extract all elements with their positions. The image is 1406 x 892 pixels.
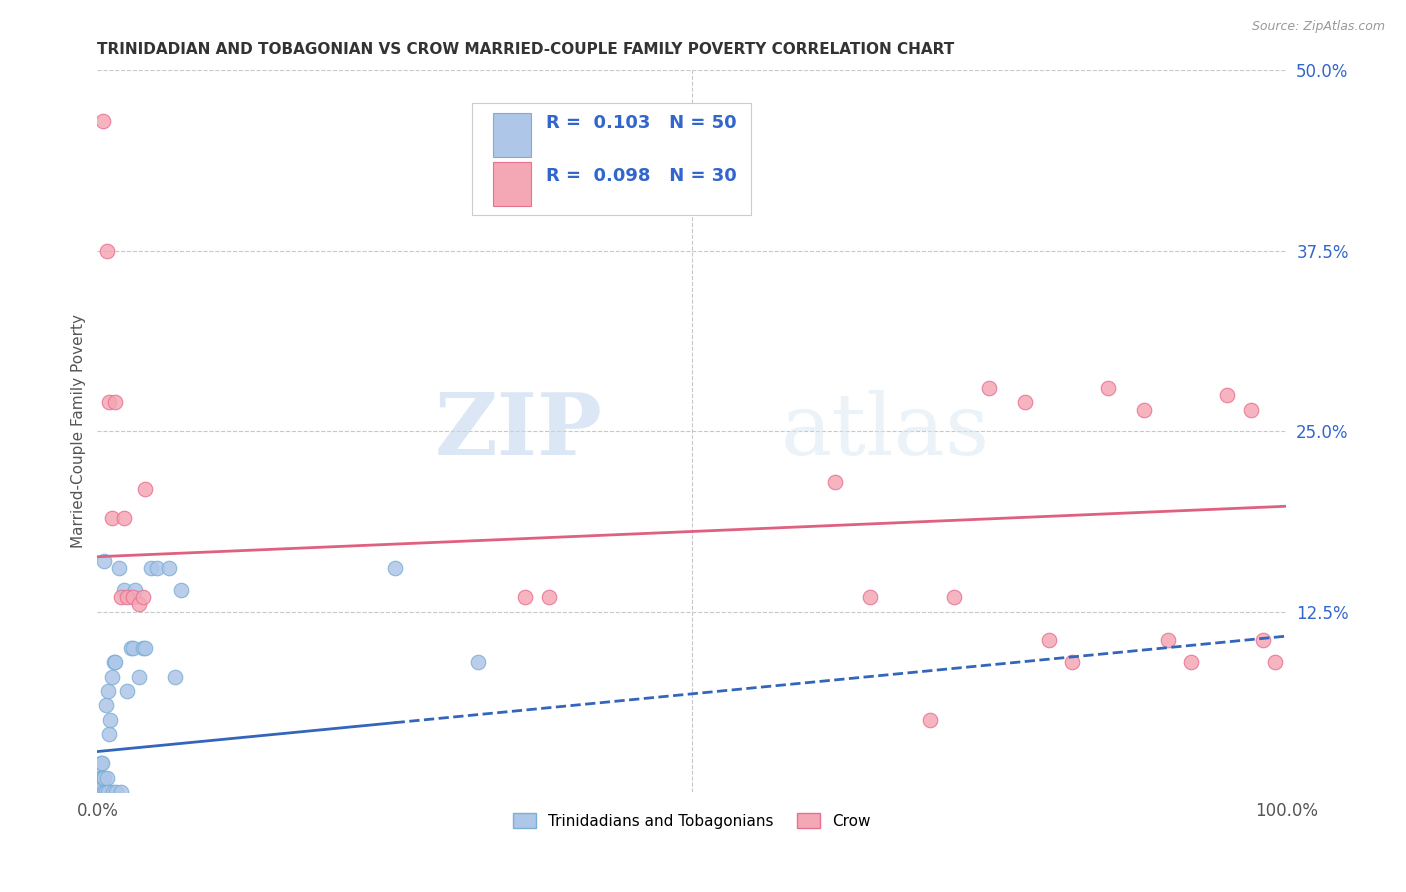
Point (1014, 395, 1036, 409)
Text: ZIP: ZIP (434, 389, 603, 473)
Point (467, 655, 489, 669)
Point (87, 771, 110, 785)
Point (124, 582, 146, 597)
Point (131, 590, 153, 604)
Point (87, 785, 110, 799)
Point (134, 640, 156, 655)
Point (91, 756, 114, 770)
Point (122, 590, 145, 604)
Point (105, 785, 128, 799)
Point (103, 655, 125, 669)
Point (115, 684, 138, 698)
Point (1251, 633, 1274, 648)
Point (100, 713, 122, 727)
Point (1264, 655, 1286, 669)
Point (87, 785, 110, 799)
Point (89, 785, 111, 799)
Point (91, 114, 114, 128)
Point (104, 655, 127, 669)
Point (157, 561, 180, 575)
Point (104, 395, 127, 409)
Point (90, 756, 112, 770)
Point (110, 785, 132, 799)
Point (1216, 388, 1239, 402)
Point (93, 785, 115, 799)
Point (120, 640, 142, 655)
Point (824, 475, 846, 489)
Point (538, 590, 561, 604)
Y-axis label: Married-Couple Family Poverty: Married-Couple Family Poverty (72, 314, 86, 549)
Point (91, 785, 114, 799)
Point (107, 561, 129, 575)
Point (146, 561, 169, 575)
Point (90, 785, 112, 799)
Point (128, 598, 150, 612)
Text: R =  0.098   N = 30: R = 0.098 N = 30 (546, 167, 737, 185)
Point (139, 561, 162, 575)
Point (1132, 402, 1154, 417)
FancyBboxPatch shape (472, 103, 751, 215)
Point (91, 778, 114, 792)
Point (169, 582, 191, 597)
Point (90, 785, 112, 799)
Point (93, 771, 115, 785)
Point (110, 590, 132, 604)
Point (1062, 655, 1084, 669)
Point (942, 590, 965, 604)
Point (94, 785, 117, 799)
Point (131, 640, 153, 655)
Bar (494, 162, 531, 206)
Point (515, 590, 537, 604)
Legend: Trinidadians and Tobagonians, Crow: Trinidadians and Tobagonians, Crow (508, 806, 876, 835)
Point (89, 778, 111, 792)
Point (90, 771, 112, 785)
Point (97, 785, 120, 799)
Point (859, 590, 882, 604)
Point (98, 727, 121, 741)
Text: R =  0.103   N = 50: R = 0.103 N = 50 (546, 114, 737, 132)
Point (112, 510, 135, 524)
Point (100, 510, 122, 524)
Point (918, 713, 941, 727)
Point (1156, 633, 1178, 648)
Point (112, 582, 135, 597)
Point (91, 778, 114, 792)
Point (89, 785, 111, 799)
Point (91, 785, 114, 799)
Point (96, 771, 118, 785)
Text: Source: ZipAtlas.com: Source: ZipAtlas.com (1251, 20, 1385, 33)
Point (384, 561, 406, 575)
Point (122, 640, 145, 655)
Point (979, 381, 1001, 395)
Point (94, 698, 117, 713)
Point (1240, 402, 1263, 417)
Point (134, 482, 156, 496)
Point (89, 771, 111, 785)
Text: atlas: atlas (782, 390, 990, 473)
Point (100, 669, 122, 683)
Point (163, 669, 186, 683)
Point (96, 244, 118, 258)
Point (93, 554, 115, 568)
Point (1097, 381, 1119, 395)
Point (97, 684, 120, 698)
Point (90, 778, 112, 792)
Point (1038, 633, 1060, 648)
Text: TRINIDADIAN AND TOBAGONIAN VS CROW MARRIED-COUPLE FAMILY POVERTY CORRELATION CHA: TRINIDADIAN AND TOBAGONIAN VS CROW MARRI… (97, 42, 955, 57)
Point (128, 669, 150, 683)
Point (98, 395, 121, 409)
Point (115, 590, 138, 604)
Point (91, 771, 114, 785)
Point (1180, 655, 1202, 669)
Point (101, 785, 124, 799)
Bar (494, 113, 531, 157)
